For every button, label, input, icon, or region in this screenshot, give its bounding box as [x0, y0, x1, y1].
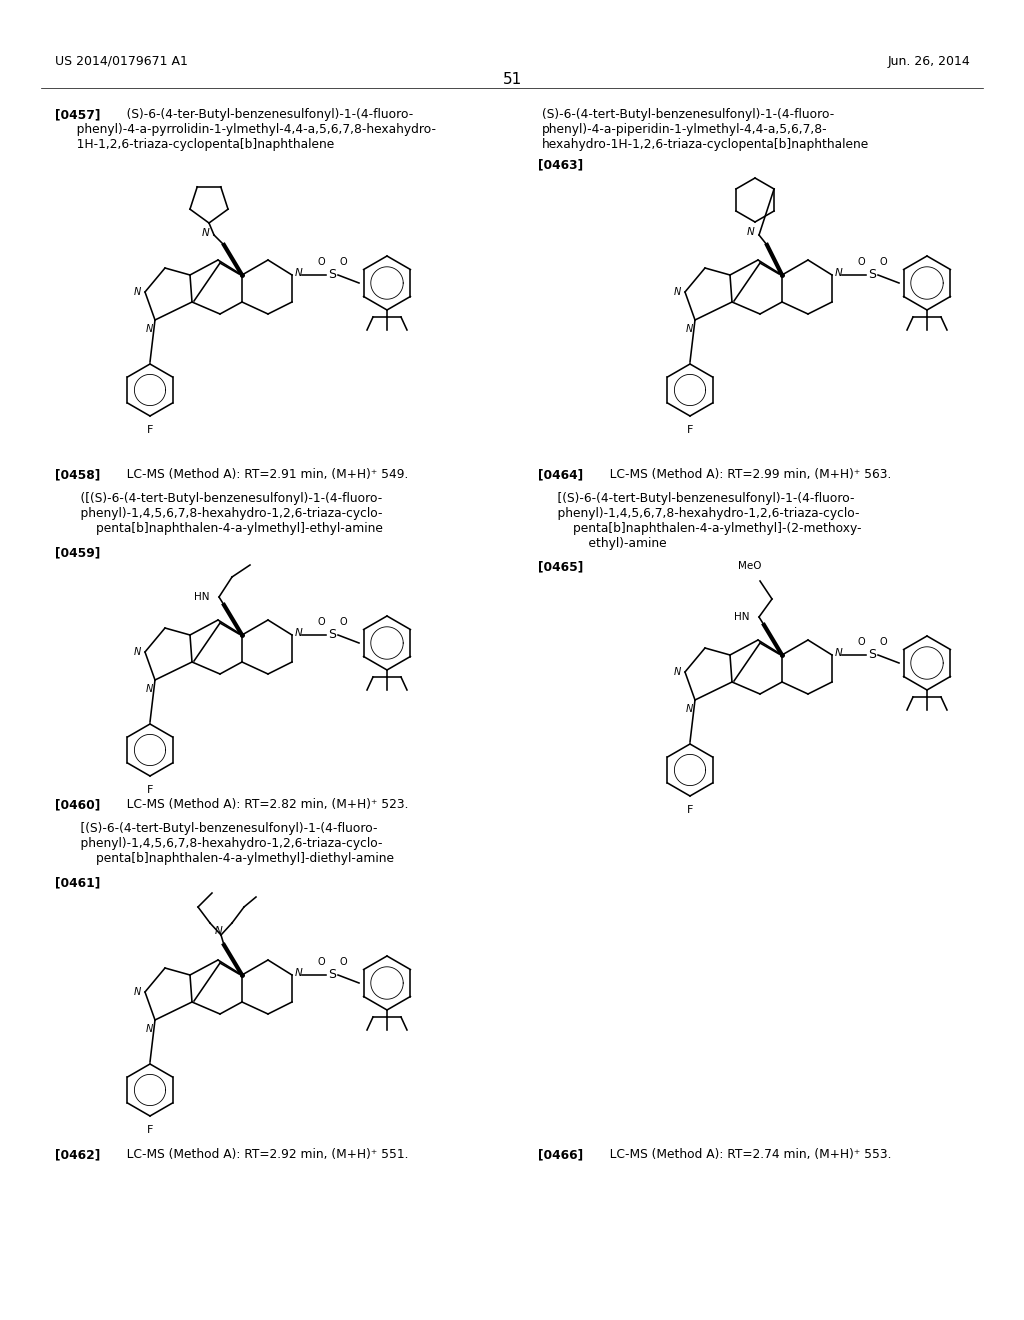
- Text: [0465]: [0465]: [538, 560, 584, 573]
- Text: LC-MS (Method A): RT=2.82 min, (M+H)⁺ 523.: LC-MS (Method A): RT=2.82 min, (M+H)⁺ 52…: [115, 799, 409, 810]
- Text: N: N: [295, 628, 303, 638]
- Text: N: N: [686, 323, 693, 334]
- Text: penta[b]naphthalen-4-a-ylmethyl]-(2-methoxy-: penta[b]naphthalen-4-a-ylmethyl]-(2-meth…: [542, 521, 861, 535]
- Text: [0466]: [0466]: [538, 1148, 583, 1162]
- Text: [0461]: [0461]: [55, 876, 100, 888]
- Text: phenyl)-4-a-pyrrolidin-1-ylmethyl-4,4-a,5,6,7,8-hexahydro-: phenyl)-4-a-pyrrolidin-1-ylmethyl-4,4-a,…: [65, 123, 436, 136]
- Text: N: N: [835, 648, 843, 657]
- Text: hexahydro-1H-1,2,6-triaza-cyclopenta[b]naphthalene: hexahydro-1H-1,2,6-triaza-cyclopenta[b]n…: [542, 139, 869, 150]
- Text: ([(S)-6-(4-tert-Butyl-benzenesulfonyl)-1-(4-fluoro-: ([(S)-6-(4-tert-Butyl-benzenesulfonyl)-1…: [65, 492, 382, 506]
- Text: O: O: [339, 257, 347, 267]
- Text: [0464]: [0464]: [538, 469, 583, 480]
- Text: F: F: [687, 425, 693, 436]
- Text: N: N: [686, 704, 693, 714]
- Text: O: O: [317, 616, 325, 627]
- Text: LC-MS (Method A): RT=2.99 min, (M+H)⁺ 563.: LC-MS (Method A): RT=2.99 min, (M+H)⁺ 56…: [598, 469, 891, 480]
- Text: [0459]: [0459]: [55, 546, 100, 558]
- Text: S: S: [868, 268, 876, 281]
- Text: O: O: [880, 257, 887, 267]
- Text: phenyl)-1,4,5,6,7,8-hexahydro-1,2,6-triaza-cyclo-: phenyl)-1,4,5,6,7,8-hexahydro-1,2,6-tria…: [65, 837, 383, 850]
- Text: O: O: [317, 257, 325, 267]
- Text: F: F: [146, 1125, 154, 1135]
- Text: US 2014/0179671 A1: US 2014/0179671 A1: [55, 55, 187, 69]
- Text: N: N: [134, 987, 141, 997]
- Text: N: N: [202, 228, 210, 238]
- Text: [0462]: [0462]: [55, 1148, 100, 1162]
- Text: N: N: [215, 927, 223, 936]
- Text: Jun. 26, 2014: Jun. 26, 2014: [887, 55, 970, 69]
- Text: O: O: [857, 638, 865, 647]
- Text: HN: HN: [195, 591, 210, 602]
- Text: [(S)-6-(4-tert-Butyl-benzenesulfonyl)-1-(4-fluoro-: [(S)-6-(4-tert-Butyl-benzenesulfonyl)-1-…: [65, 822, 378, 836]
- Text: MeO: MeO: [738, 561, 762, 572]
- Text: O: O: [880, 638, 887, 647]
- Text: N: N: [295, 268, 303, 279]
- Text: [0463]: [0463]: [538, 158, 583, 172]
- Text: penta[b]naphthalen-4-a-ylmethyl]-diethyl-amine: penta[b]naphthalen-4-a-ylmethyl]-diethyl…: [65, 851, 394, 865]
- Text: S: S: [328, 969, 336, 982]
- Text: ethyl)-amine: ethyl)-amine: [542, 537, 667, 550]
- Text: [0457]: [0457]: [55, 108, 100, 121]
- Text: N: N: [674, 667, 681, 677]
- Text: 51: 51: [503, 73, 521, 87]
- Text: F: F: [146, 785, 154, 795]
- Text: penta[b]naphthalen-4-a-ylmethyl]-ethyl-amine: penta[b]naphthalen-4-a-ylmethyl]-ethyl-a…: [65, 521, 383, 535]
- Text: LC-MS (Method A): RT=2.91 min, (M+H)⁺ 549.: LC-MS (Method A): RT=2.91 min, (M+H)⁺ 54…: [115, 469, 409, 480]
- Text: LC-MS (Method A): RT=2.92 min, (M+H)⁺ 551.: LC-MS (Method A): RT=2.92 min, (M+H)⁺ 55…: [115, 1148, 409, 1162]
- Text: HN: HN: [734, 612, 750, 622]
- Text: O: O: [857, 257, 865, 267]
- Text: (S)-6-(4-ter-Butyl-benzenesulfonyl)-1-(4-fluoro-: (S)-6-(4-ter-Butyl-benzenesulfonyl)-1-(4…: [115, 108, 414, 121]
- Text: N: N: [835, 268, 843, 279]
- Text: [(S)-6-(4-tert-Butyl-benzenesulfonyl)-1-(4-fluoro-: [(S)-6-(4-tert-Butyl-benzenesulfonyl)-1-…: [542, 492, 854, 506]
- Text: N: N: [134, 286, 141, 297]
- Text: N: N: [145, 323, 153, 334]
- Text: S: S: [328, 268, 336, 281]
- Text: O: O: [339, 957, 347, 968]
- Text: F: F: [687, 805, 693, 814]
- Text: [0460]: [0460]: [55, 799, 100, 810]
- Text: F: F: [146, 425, 154, 436]
- Text: N: N: [748, 227, 755, 238]
- Text: N: N: [134, 647, 141, 657]
- Text: O: O: [317, 957, 325, 968]
- Text: phenyl)-1,4,5,6,7,8-hexahydro-1,2,6-triaza-cyclo-: phenyl)-1,4,5,6,7,8-hexahydro-1,2,6-tria…: [65, 507, 383, 520]
- Text: N: N: [295, 968, 303, 978]
- Text: S: S: [328, 628, 336, 642]
- Text: S: S: [868, 648, 876, 661]
- Text: LC-MS (Method A): RT=2.74 min, (M+H)⁺ 553.: LC-MS (Method A): RT=2.74 min, (M+H)⁺ 55…: [598, 1148, 892, 1162]
- Text: (S)-6-(4-tert-Butyl-benzenesulfonyl)-1-(4-fluoro-: (S)-6-(4-tert-Butyl-benzenesulfonyl)-1-(…: [542, 108, 835, 121]
- Text: O: O: [339, 616, 347, 627]
- Text: phenyl)-1,4,5,6,7,8-hexahydro-1,2,6-triaza-cyclo-: phenyl)-1,4,5,6,7,8-hexahydro-1,2,6-tria…: [542, 507, 859, 520]
- Text: [0458]: [0458]: [55, 469, 100, 480]
- Text: phenyl)-4-a-piperidin-1-ylmethyl-4,4-a,5,6,7,8-: phenyl)-4-a-piperidin-1-ylmethyl-4,4-a,5…: [542, 123, 827, 136]
- Text: N: N: [145, 684, 153, 694]
- Text: N: N: [145, 1024, 153, 1034]
- Text: N: N: [674, 286, 681, 297]
- Text: 1H-1,2,6-triaza-cyclopenta[b]naphthalene: 1H-1,2,6-triaza-cyclopenta[b]naphthalene: [65, 139, 334, 150]
